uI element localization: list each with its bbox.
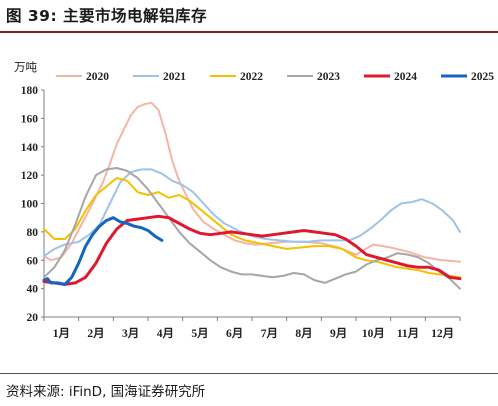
y-tick-label: 40: [27, 284, 39, 296]
y-tick-label: 120: [21, 170, 39, 182]
series-line-2022: [43, 177, 461, 279]
plot-area: [42, 101, 462, 290]
legend: 2020 2021 2022 2023 2024 2025: [56, 71, 494, 83]
legend-label-2023: 2023: [317, 71, 340, 83]
legend-label-2024: 2024: [394, 71, 417, 83]
x-tick-label: 1月: [53, 327, 70, 340]
legend-label-2021: 2021: [163, 71, 186, 83]
series-line-2024: [42, 214, 462, 286]
x-tick-label: 3月: [122, 327, 139, 340]
y-tick-label: 80: [27, 227, 39, 239]
y-tick-label: 100: [21, 199, 39, 211]
x-tick-label: 4月: [157, 327, 174, 340]
y-tick-label: 180: [21, 85, 39, 97]
x-tick-label: 5月: [191, 327, 208, 340]
y-tick-label: 140: [21, 142, 39, 154]
x-tick-label: 10月: [362, 327, 385, 340]
legend-label-2025: 2025: [471, 71, 494, 83]
y-tick-label: 20: [27, 312, 39, 324]
x-tick-label: 2月: [87, 327, 104, 340]
title-rule: [0, 31, 498, 33]
figure-title: 图 39: 主要市场电解铝库存: [6, 7, 208, 25]
series-line-2025: [42, 216, 164, 286]
legend-label-2022: 2022: [240, 71, 263, 83]
x-tick-label: 11月: [397, 327, 419, 340]
series-line-2023: [43, 167, 461, 290]
x-axis: 1月 2月 3月 4月 5月 6月 7月 8月 9月 10月 11月 12月: [43, 316, 461, 340]
y-tick-label: 60: [27, 255, 39, 267]
x-tick-label: 9月: [330, 327, 347, 340]
source-rule: [0, 373, 498, 374]
x-tick-label: 12月: [431, 327, 454, 340]
series-line-2020: [43, 101, 461, 263]
y-axis: 20 40 60 80 100 120 140 160 180: [21, 85, 45, 324]
x-tick-label: 7月: [261, 327, 278, 340]
source-note: 资料来源: iFinD, 国海证券研究所: [6, 384, 206, 400]
y-unit-label: 万吨: [14, 60, 37, 74]
legend-label-2020: 2020: [86, 71, 109, 83]
x-tick-label: 6月: [226, 327, 243, 340]
y-tick-label: 160: [21, 113, 39, 125]
x-tick-label: 8月: [295, 327, 312, 340]
chart: 万吨 2020 2021 2022 2023 2024 2025 20 40 60 80 100 1…: [14, 60, 494, 340]
